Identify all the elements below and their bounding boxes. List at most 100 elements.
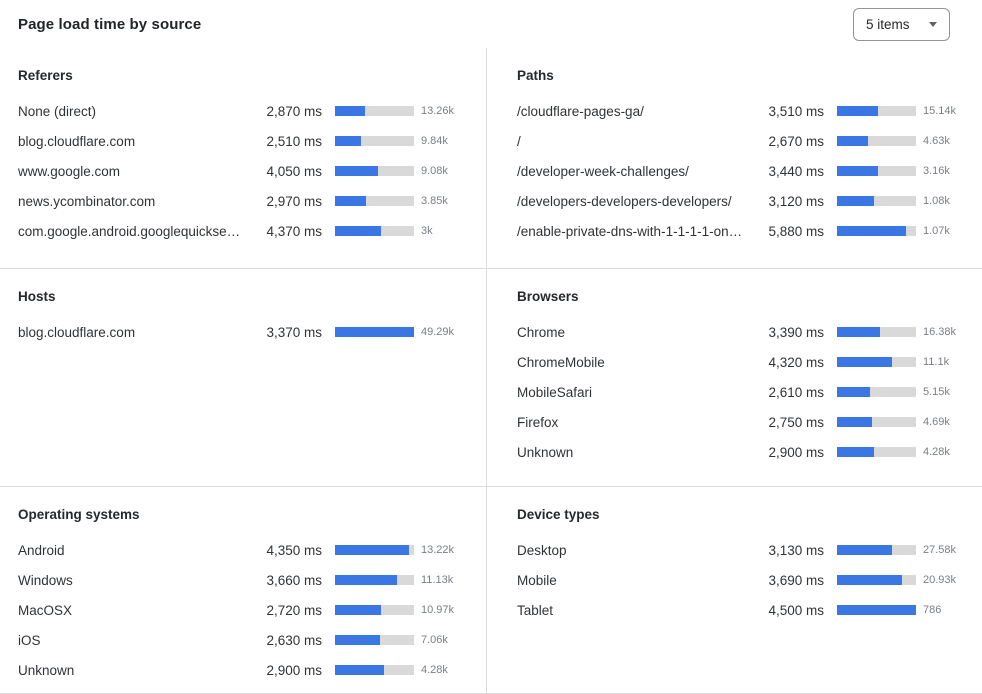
row-count: 4.69k [923,416,950,428]
row-count: 13.26k [421,105,455,117]
row-label: Chrome [517,324,566,340]
row-label: iOS [18,632,41,648]
row-count: 3.85k [421,195,448,207]
bar-fill [837,387,871,397]
bar-track [837,417,916,427]
metric-row[interactable]: /developers-developers-developers/3,120 … [517,186,970,216]
row-label: blog.cloudflare.com [18,133,136,149]
row-load-time: 2,900 ms [266,662,322,678]
metric-row[interactable]: Android 4,350 ms 13.22k [18,535,468,565]
metric-row[interactable]: /cloudflare-pages-ga/3,510 ms 15.14k [517,96,970,126]
bar-fill [837,106,879,116]
bar-track [837,196,916,206]
bar-fill [335,226,382,236]
bar-fill [837,196,874,206]
row-load-time: 3,130 ms [768,542,824,558]
bar-track [837,545,916,555]
row-label: com.google.android.googlequicksearc... [18,223,242,239]
row-load-time: 2,900 ms [768,444,824,460]
bar-track [335,635,414,645]
row-load-time: 2,510 ms [266,133,322,149]
row-label: /cloudflare-pages-ga/ [517,103,644,119]
panel-rows: blog.cloudflare.com 3,370 ms 49.29k [18,317,468,347]
bar-track [335,166,414,176]
panel-title: Paths [517,68,554,83]
row-label: Tablet [517,602,554,618]
bar-fill [335,665,385,675]
bar-track [837,327,916,337]
row-count: 4.28k [923,446,950,458]
row-count: 1.07k [923,225,950,237]
row-count: 786 [923,604,942,616]
row-load-time: 3,120 ms [768,193,824,209]
metric-row[interactable]: None (direct) 2,870 ms 13.26k [18,96,468,126]
bar-track [335,545,414,555]
bar-fill [837,605,916,615]
row-load-time: 2,630 ms [266,632,322,648]
bar-track [837,387,916,397]
row-load-time: 5,880 ms [768,223,824,239]
panel-title: Hosts [18,289,56,304]
metric-row[interactable]: www.google.com 4,050 ms 9.08k [18,156,468,186]
bar-fill [837,226,907,236]
metric-row[interactable]: Firefox 2,750 ms 4.69k [517,407,970,437]
metric-row[interactable]: MacOSX 2,720 ms 10.97k [18,595,468,625]
metric-row[interactable]: iOS 2,630 ms 7.06k [18,625,468,655]
metric-row[interactable]: news.ycombinator.com 2,970 ms 3.85k [18,186,468,216]
row-label: None (direct) [18,103,97,119]
row-label: news.ycombinator.com [18,193,156,209]
metric-row[interactable]: ChromeMobile 4,320 ms 11.1k [517,347,970,377]
metric-row[interactable]: Tablet 4,500 ms 786 [517,595,970,625]
metric-row[interactable]: Windows 3,660 ms 11.13k [18,565,468,595]
panel-title: Operating systems [18,507,140,522]
bar-track [837,447,916,457]
metric-row[interactable]: Desktop 3,130 ms 27.58k [517,535,970,565]
metric-row[interactable]: Mobile 3,690 ms 20.93k [517,565,970,595]
row-load-time: 3,690 ms [768,572,824,588]
row-label: Unknown [18,662,75,678]
bar-track [335,575,414,585]
metric-row[interactable]: blog.cloudflare.com 3,370 ms 49.29k [18,317,468,347]
items-count-select[interactable]: 5 items [853,7,950,41]
metric-row[interactable]: blog.cloudflare.com 2,510 ms 9.84k [18,126,468,156]
bar-fill [335,166,378,176]
row-label: Unknown [517,444,574,460]
panel-operating-systems: Operating systems Android 4,350 ms 13.22k W… [0,486,486,693]
bar-track [837,226,916,236]
panel-hosts: Hosts blog.cloudflare.com 3,370 ms 49.29k [0,268,486,486]
metric-row[interactable]: Unknown 2,900 ms 4.28k [18,655,468,685]
metric-row[interactable]: Chrome 3,390 ms 16.38k [517,317,970,347]
bar-fill [335,196,367,206]
metric-row[interactable]: /developer-week-challenges/3,440 ms 3.16k [517,156,970,186]
row-load-time: 4,500 ms [768,602,824,618]
row-load-time: 2,720 ms [266,602,322,618]
row-label: ChromeMobile [517,354,605,370]
row-load-time: 4,350 ms [266,542,322,558]
metric-row[interactable]: / 2,670 ms 4.63k [517,126,970,156]
bar-fill [335,635,380,645]
row-count: 1.08k [923,195,950,207]
bar-track [335,196,414,206]
bar-fill [335,106,366,116]
bar-fill [837,166,878,176]
panel-paths: Paths /cloudflare-pages-ga/3,510 ms 15.14… [486,48,982,268]
metric-row[interactable]: /enable-private-dns-with-1-1-1-1-on-... 5… [517,216,970,246]
metric-row[interactable]: com.google.android.googlequicksearc... 4,… [18,216,468,246]
page-title: Page load time by source [18,15,202,33]
bar-track [335,327,414,337]
bar-fill [837,575,902,585]
metric-row[interactable]: MobileSafari 2,610 ms 5.15k [517,377,970,407]
row-label: Desktop [517,542,567,558]
row-label: MobileSafari [517,384,593,400]
bar-fill [335,605,382,615]
panel-title: Referers [18,68,73,83]
row-count: 49.29k [421,326,455,338]
row-count: 10.97k [421,604,455,616]
metric-row[interactable]: Unknown 2,900 ms 4.28k [517,437,970,467]
row-load-time: 2,970 ms [266,193,322,209]
bar-fill [837,327,881,337]
row-count: 3.16k [923,165,950,177]
bar-track [335,665,414,675]
row-load-time: 3,440 ms [768,163,824,179]
